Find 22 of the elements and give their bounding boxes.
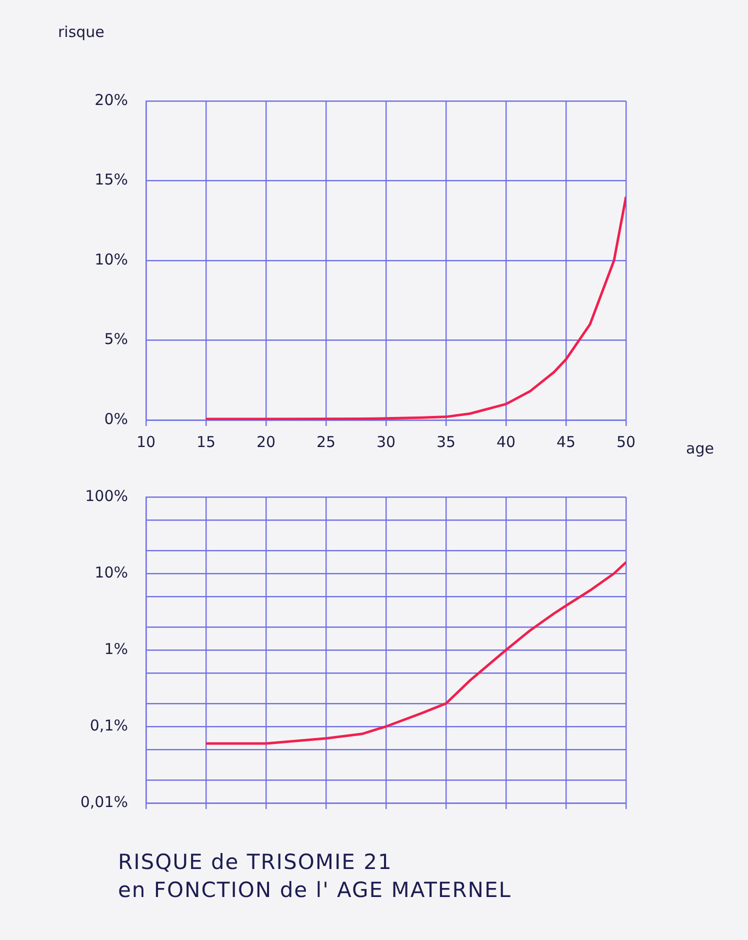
x-axis-title: age [686,439,714,458]
y-tick-label: 1% [104,640,128,658]
y-tick-label: 100% [85,486,128,505]
x-tick-label: 10 [136,432,156,451]
y-axis-title: risque [58,22,104,41]
x-tick-label: 20 [256,432,276,451]
x-tick-label: 45 [556,432,576,451]
text: RISQUE de TRISOMIE 21 en FONCTION de l' AGE MATERNEL [118,849,512,904]
y-tick-label: 15% [94,170,128,189]
y-tick-label: 10% [94,563,128,582]
y-tick-label: 0,01% [80,792,128,811]
x-tick-label: 50 [616,432,636,451]
x-tick-label: 25 [316,432,336,451]
y-tick-label: 5% [104,330,128,348]
y-tick-label: 10% [94,250,128,268]
y-tick-label: 20% [94,90,128,109]
x-tick-label: 30 [376,432,396,451]
x-tick-label: 15 [196,432,216,451]
y-tick-label: 0,1% [90,716,128,734]
x-tick-label: 35 [436,432,456,451]
x-tick-label: 40 [496,432,516,451]
y-tick-label: 0% [104,410,128,428]
